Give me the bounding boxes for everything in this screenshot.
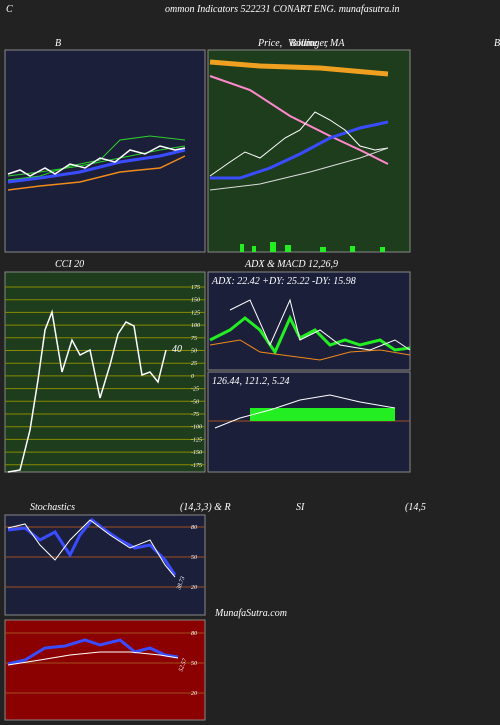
header-left: C <box>6 4 13 15</box>
rsi-label: 52.57 <box>178 657 189 673</box>
tick-label: 0 <box>191 374 194 380</box>
band <box>7 135 186 181</box>
tick-label: 100 <box>191 323 200 329</box>
tick-label: 25 <box>191 361 197 367</box>
watermark: MunafaSutra.com <box>214 608 287 619</box>
panel <box>4 271 206 473</box>
rsi-line <box>7 638 179 666</box>
band <box>209 147 389 191</box>
ma <box>7 148 186 184</box>
panel-title: CCI 20 <box>55 259 84 270</box>
tick-label: 50 <box>191 555 197 561</box>
tick-label: -50 <box>191 399 199 405</box>
tick-label: -125 <box>191 437 202 443</box>
panel-title: Volume <box>288 38 318 49</box>
tick-label: 80 <box>191 631 197 637</box>
band <box>7 155 186 191</box>
panel-title: Price, <box>257 38 282 49</box>
dy-line <box>229 298 411 351</box>
price <box>209 111 389 177</box>
tick-label: 20 <box>191 585 197 591</box>
macd-line <box>214 394 396 429</box>
cci-label: 40 <box>172 344 182 355</box>
tick-label: -150 <box>191 450 202 456</box>
ma <box>210 120 389 180</box>
panel <box>207 49 411 253</box>
macd-readout: 126.44, 121.2, 5.24 <box>212 376 290 387</box>
price <box>7 145 186 177</box>
tick-label: -100 <box>191 425 202 431</box>
tick-label: 150 <box>191 298 200 304</box>
panel-title: B <box>55 38 61 49</box>
panel-title: SI <box>296 502 305 513</box>
panel <box>4 619 206 721</box>
cci-line <box>7 309 167 473</box>
adx-line <box>209 314 411 356</box>
rsi-line <box>7 651 179 666</box>
ma <box>209 75 389 165</box>
tick-label: 50 <box>191 349 197 355</box>
tick-label: 125 <box>191 310 200 316</box>
tick-label: 175 <box>191 285 200 291</box>
histogram <box>250 408 395 421</box>
volume <box>240 242 385 252</box>
stoch-label: 38.73 <box>176 576 187 592</box>
panel-title: Stochastics <box>30 502 75 513</box>
panel-title: B <box>494 38 500 49</box>
stoch-line <box>7 517 177 576</box>
panel-title: ADX & MACD 12,26,9 <box>244 259 338 270</box>
panel <box>207 371 411 473</box>
dy-line <box>209 339 411 361</box>
tick-label: 20 <box>191 691 197 697</box>
panel-title: (14,3,3) & R <box>180 502 231 513</box>
tick-label: -25 <box>191 387 199 393</box>
tick-label: 80 <box>191 525 197 531</box>
panel-title: Bollinger <box>290 38 328 49</box>
header-title: ommon Indicators 522231 CONART ENG. muna… <box>165 4 400 15</box>
tick-label: 75 <box>191 336 197 342</box>
adx-readout: ADX: 22.42 +DY: 25.22 -DY: 15.98 <box>211 276 356 287</box>
ma <box>209 59 389 77</box>
tick-label: 50 <box>191 661 197 667</box>
panel-title: , MA <box>325 38 345 49</box>
panel-title: (14,5 <box>405 502 426 513</box>
stoch-line <box>7 519 176 578</box>
tick-label: -175 <box>191 463 202 469</box>
panel <box>4 49 206 253</box>
tick-label: -75 <box>191 412 199 418</box>
